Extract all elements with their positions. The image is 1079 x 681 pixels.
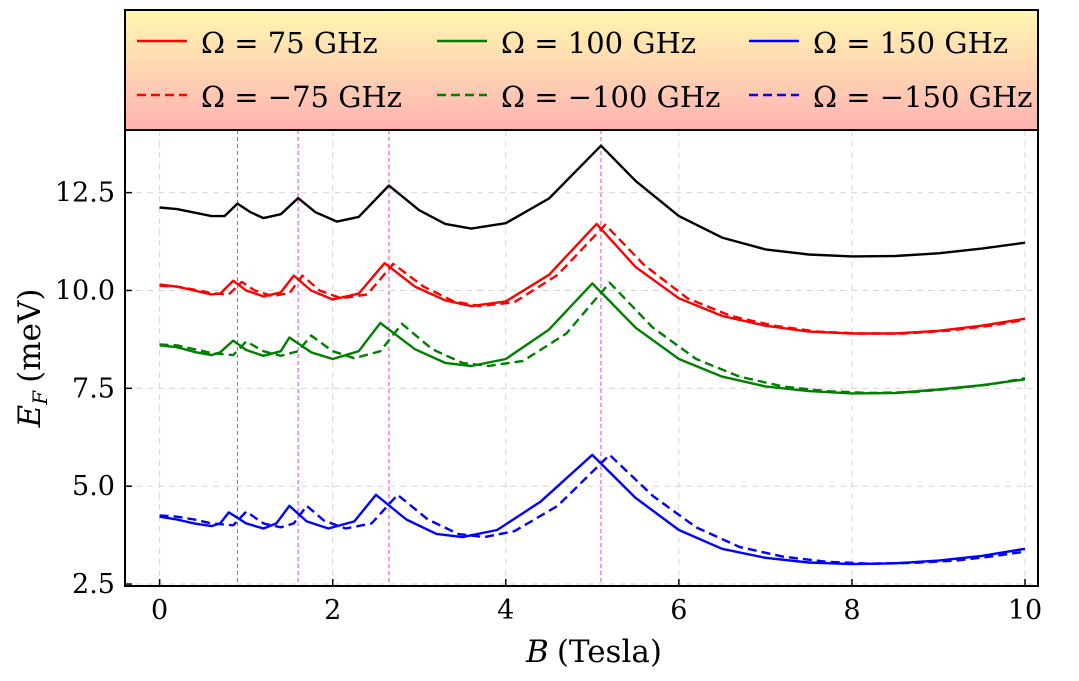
vertical-markers — [237, 130, 602, 586]
legend-label: Ω = −75 GHz — [201, 80, 402, 114]
plot-frame — [124, 129, 1039, 587]
series-group — [159, 144, 1026, 566]
series-line — [159, 453, 1026, 565]
legend-label: Ω = −150 GHz — [813, 80, 1032, 114]
series-line — [159, 453, 1026, 566]
series-line — [159, 223, 1026, 335]
y-axis-title: EF(meV) — [12, 289, 52, 429]
legend-label: Ω = 150 GHz — [813, 26, 1008, 60]
x-axis-title: B (Tesla) — [525, 634, 662, 670]
legend: Ω = 75 GHz Ω = 100 GHz Ω = 150 GHz Ω = −75 … — [137, 26, 1032, 114]
y-tick-label: 12.5 — [55, 178, 115, 209]
y-tick-label: 10.0 — [55, 275, 115, 306]
legend-label: Ω = 75 GHz — [201, 26, 378, 60]
plot-area — [125, 130, 1038, 586]
legend-label: Ω = −100 GHz — [501, 80, 720, 114]
legend-label: Ω = 100 GHz — [501, 26, 696, 60]
series-line — [159, 144, 1026, 258]
series-line — [159, 282, 1026, 395]
y-tick-label: 2.5 — [72, 569, 115, 600]
legend-box — [124, 9, 1039, 131]
y-tick-label: 5.0 — [72, 471, 115, 502]
x-tick-label: 8 — [843, 595, 860, 626]
x-tick-label: 6 — [670, 595, 687, 626]
x-tick-label: 10 — [1008, 595, 1042, 626]
x-tick-label: 2 — [324, 595, 341, 626]
y-tick-label: 7.5 — [72, 373, 115, 404]
grid — [125, 130, 1038, 586]
x-tick-label: 4 — [497, 595, 514, 626]
series-line — [159, 281, 1026, 395]
x-tick-label: 0 — [151, 595, 168, 626]
axis-ticks: 0 2 4 6 8 10 2.5 5.0 7.5 10.0 12.5 — [55, 178, 1042, 626]
